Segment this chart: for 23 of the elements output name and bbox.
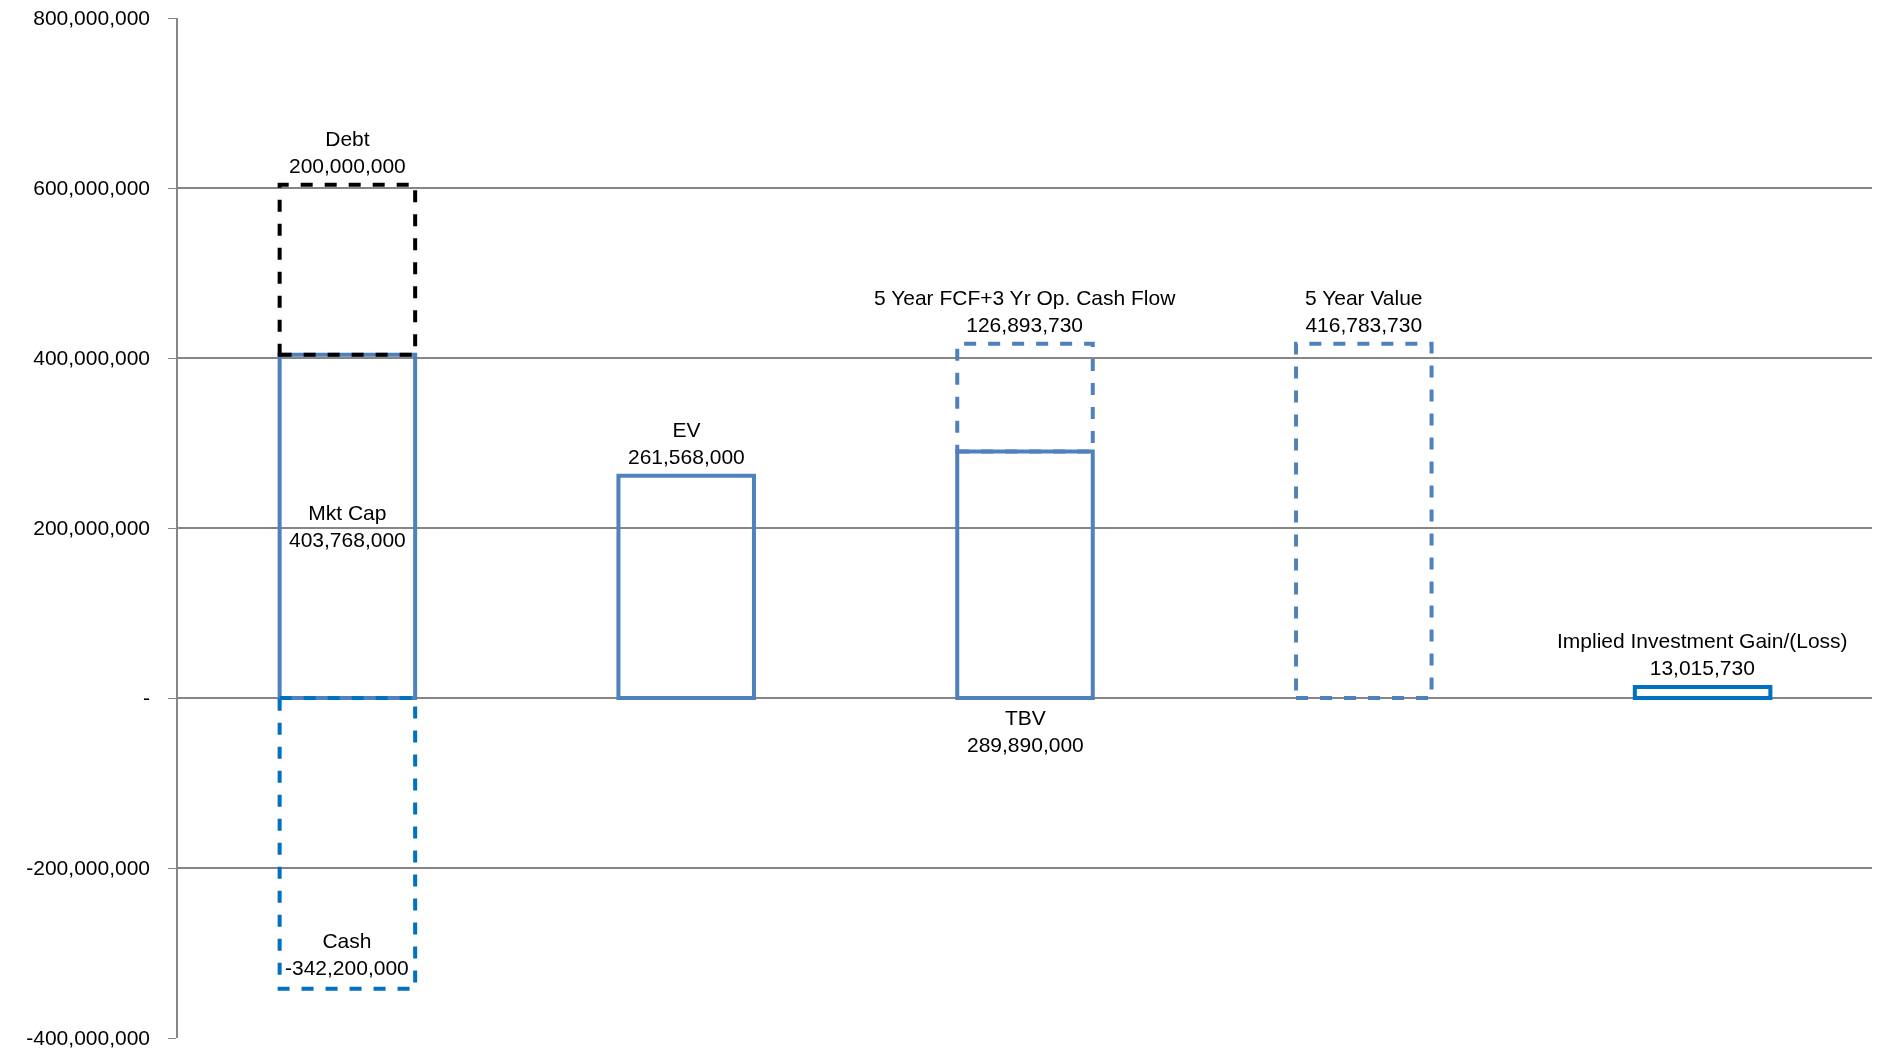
data-label: 261,568,000 xyxy=(628,445,745,469)
y-tick-label: 600,000,000 xyxy=(33,176,151,200)
series-label: Cash xyxy=(322,929,372,952)
data-label: 403,768,000 xyxy=(289,528,406,552)
data-label: 200,000,000 xyxy=(289,154,406,178)
text: 5 Year FCF+3 Yr Op. Cash Flow xyxy=(874,286,1177,309)
text: Implied Investment Gain/(Loss) xyxy=(1557,629,1848,652)
series-label: Debt xyxy=(325,127,370,150)
series-label: EV xyxy=(672,418,701,441)
data-label: 13,015,730 xyxy=(1649,656,1755,680)
series-label: TBV xyxy=(1004,706,1046,729)
y-tick-label: - xyxy=(143,686,151,710)
data-label: 416,783,730 xyxy=(1305,313,1423,337)
y-tick-label: 800,000,000 xyxy=(33,6,151,30)
y-tick-label: 200,000,000 xyxy=(33,516,151,540)
data-label: 126,893,730 xyxy=(966,313,1084,337)
y-tick-label: 400,000,000 xyxy=(33,346,151,370)
data-label: 289,890,000 xyxy=(967,733,1084,757)
y-tick-label: -400,000,000 xyxy=(26,1026,151,1050)
y-tick-label: -200,000,000 xyxy=(26,856,151,880)
series-label: Mkt Cap xyxy=(308,501,387,524)
data-label: -342,200,000 xyxy=(285,956,409,980)
series-label: 5 Year Value xyxy=(1305,286,1423,309)
